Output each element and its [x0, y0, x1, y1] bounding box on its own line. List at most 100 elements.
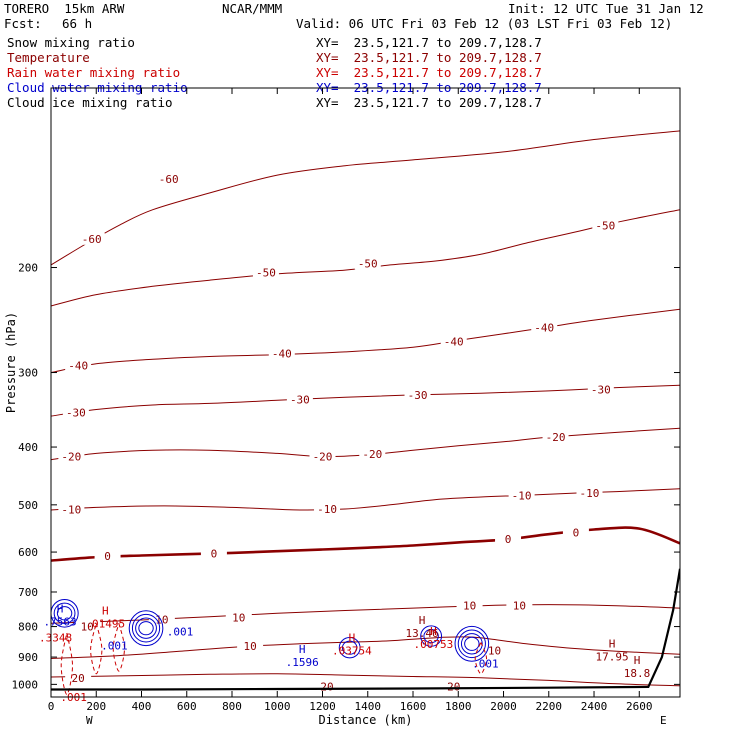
- x-tick-label: 1600: [400, 700, 427, 713]
- legend-temperature-label: Temperature: [7, 50, 90, 65]
- rain-water-contour: [60, 632, 74, 696]
- isotherm-label-bg: [58, 503, 85, 516]
- extremum-marker: H: [57, 603, 64, 616]
- isotherm-label: -20: [546, 431, 566, 444]
- x-tick-label: 2600: [626, 700, 653, 713]
- extremum-value: .3348: [39, 631, 72, 644]
- isotherm-label: -20: [61, 451, 81, 464]
- isotherm-label-bg: [508, 489, 535, 502]
- extremum-value: .001: [472, 658, 499, 671]
- isotherm-label: -20: [362, 448, 382, 461]
- x-tick-label: 2200: [536, 700, 563, 713]
- isotherm-label: 10: [81, 621, 94, 634]
- y-tick-label: 500: [18, 499, 38, 512]
- x-tick-label: 400: [132, 700, 152, 713]
- plot-frame: [50, 87, 681, 698]
- cloud-water-contour: [128, 610, 164, 647]
- isotherm-label: -10: [317, 503, 337, 516]
- isotherm-line: [51, 130, 680, 266]
- x-axis-label: Distance (km): [319, 713, 413, 727]
- isotherm-label-bg: [440, 680, 467, 693]
- x-end-label-west: W: [86, 714, 93, 727]
- y-tick-label: 300: [18, 367, 38, 380]
- isotherm-label: -10: [61, 503, 81, 516]
- extremum-marker: H: [299, 643, 306, 656]
- isotherm-label-bg: [576, 487, 603, 500]
- isotherm-label-bg: [404, 388, 431, 401]
- organization-label: NCAR/MMM: [222, 1, 283, 16]
- rain-water-contour: [90, 623, 103, 675]
- legend-cloud-ice-label: Cloud ice mixing ratio: [7, 95, 173, 110]
- valid-time: Valid: 06 UTC Fri 03 Feb 12 (03 LST Fri …: [296, 16, 673, 31]
- extremum-marker: H: [609, 637, 616, 650]
- isotherm-label: 0: [573, 526, 580, 539]
- extremum-value: 13.46: [406, 627, 439, 640]
- cloud-water-contour: [460, 633, 483, 655]
- extremum-value: .01495: [85, 617, 125, 630]
- forecast-label: Fcst:: [4, 16, 42, 31]
- isotherm-label-bg: [94, 549, 121, 562]
- isotherm-label-bg: [359, 448, 386, 461]
- y-tick-label: 800: [18, 621, 38, 634]
- isotherm-label: -50: [256, 267, 276, 280]
- isotherm-label-bg: [314, 502, 341, 515]
- isotherm-line: [51, 673, 680, 687]
- isotherm-label: -40: [534, 321, 554, 334]
- isotherm-line: [51, 488, 680, 511]
- x-tick-label: 2000: [490, 700, 517, 713]
- rain-water-contour: [112, 623, 126, 672]
- y-tick-label: 900: [18, 651, 38, 664]
- isotherm-label: -60: [159, 173, 179, 186]
- extremum-marker: H: [430, 625, 437, 638]
- isotherm-label-bg: [225, 611, 252, 624]
- y-tick-label: 600: [18, 546, 38, 559]
- isotherm-label-bg: [268, 347, 295, 360]
- legend-snow-label: Snow mixing ratio: [7, 35, 135, 50]
- cloud-water-contour: [420, 625, 443, 647]
- cloud-water-contour: [135, 617, 157, 639]
- isotherm-label-bg: [62, 406, 89, 419]
- extremum-value: .7563: [43, 616, 76, 629]
- isotherm-label: -50: [595, 219, 615, 232]
- extremum-marker: H: [419, 614, 426, 627]
- cloud-water-contour: [131, 613, 161, 643]
- isotherm-label-bg: [252, 266, 279, 279]
- isotherm-label: -20: [313, 451, 333, 464]
- isotherm-label-bg: [200, 547, 227, 560]
- extremum-value: .03754: [332, 644, 372, 657]
- cloud-water-contour: [338, 636, 361, 659]
- x-tick-label: 2400: [581, 700, 608, 713]
- legend-cloud-ice-xy: XY= 23.5,121.7 to 209.7,128.7: [316, 95, 542, 110]
- isotherm-label: 10: [513, 600, 526, 613]
- isotherm-label-bg: [309, 450, 336, 463]
- extremum-marker: H: [102, 604, 109, 617]
- forecast-hours: 66 h: [62, 16, 93, 31]
- legend-rain-label: Rain water mixing ratio: [7, 65, 181, 80]
- isotherm-label-bg: [78, 232, 105, 245]
- y-tick-label: 200: [18, 262, 38, 275]
- isotherm-label-bg: [456, 599, 483, 612]
- isotherm-label: 20: [72, 672, 85, 685]
- extremum-marker: H: [349, 631, 356, 644]
- isotherm-label-bg: [155, 172, 182, 185]
- isotherm-label-bg: [542, 431, 569, 444]
- isotherm-label: -30: [408, 389, 428, 402]
- terrain-line: [51, 568, 680, 691]
- legend-rain-xy: XY= 23.5,121.7 to 209.7,128.7: [316, 65, 542, 80]
- isotherm-label-bg: [148, 613, 175, 626]
- x-tick-label: 600: [177, 700, 197, 713]
- isotherm-label: 10: [488, 645, 501, 658]
- isotherm-label: 0: [505, 533, 512, 546]
- isotherm-line: [51, 636, 680, 659]
- y-tick-label: 1000: [12, 678, 39, 691]
- isotherm-label-bg: [531, 321, 558, 334]
- isotherm-label: -30: [290, 394, 310, 407]
- init-time: Init: 12 UTC Tue 31 Jan 12: [508, 1, 704, 16]
- isotherm-label: -40: [444, 335, 464, 348]
- x-tick-label: 1000: [264, 700, 291, 713]
- y-axis-label: Pressure (hPa): [4, 312, 18, 413]
- cloud-water-contour: [464, 636, 480, 651]
- isotherm-label-bg: [286, 393, 313, 406]
- cloud-water-contour: [457, 629, 486, 659]
